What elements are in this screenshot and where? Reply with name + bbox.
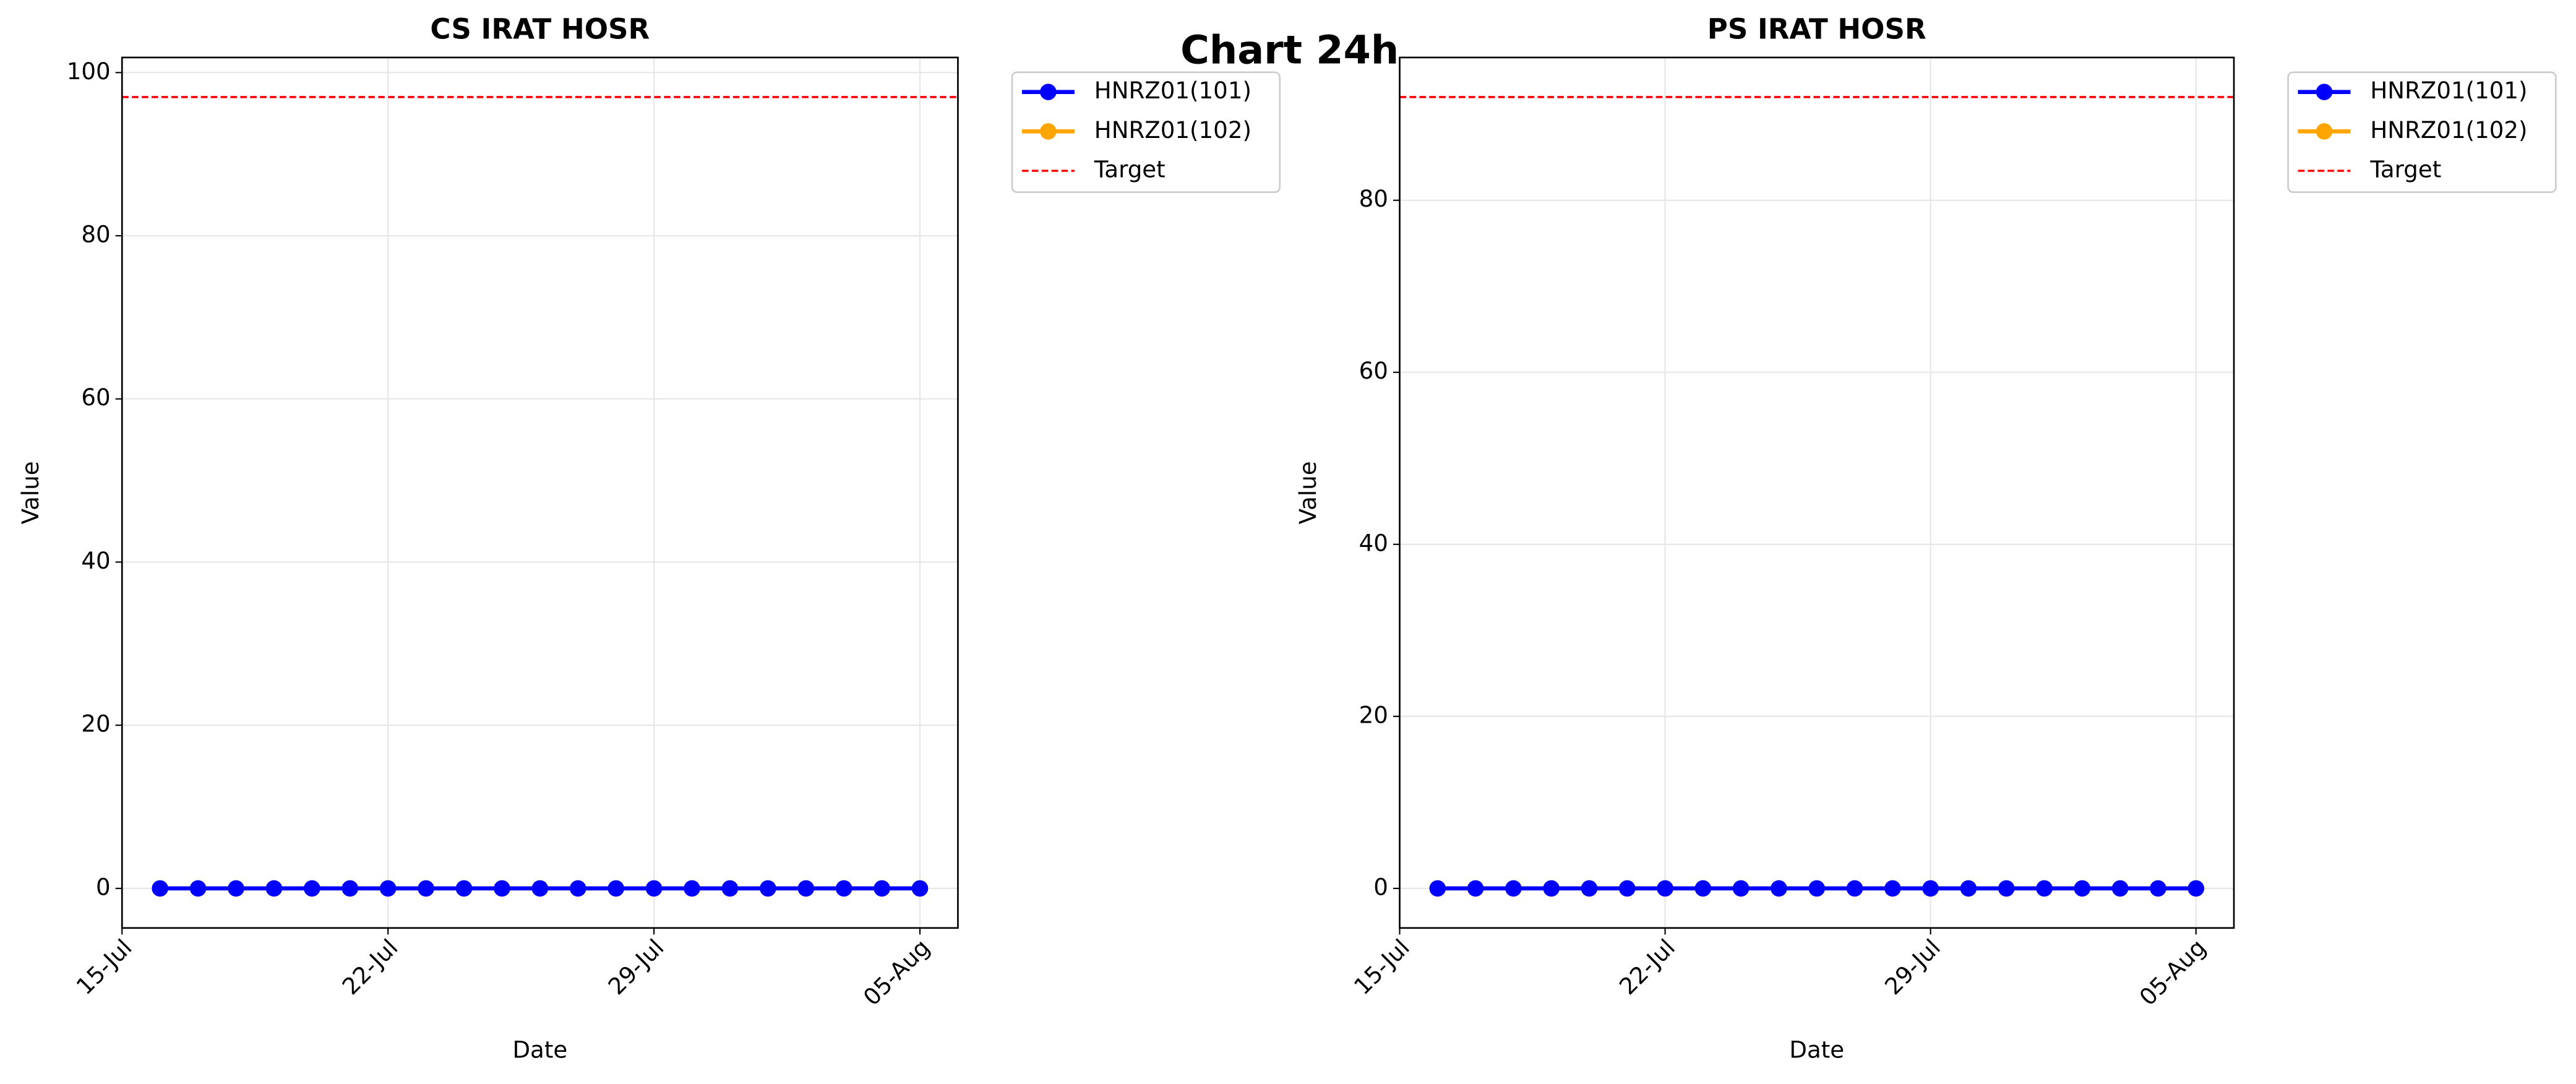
legend-marker xyxy=(1040,84,1057,100)
legend-label: HNRZ01(102) xyxy=(1094,117,1252,144)
series-marker xyxy=(1657,880,1673,897)
y-tick-label: 80 xyxy=(81,222,110,248)
legend-label: Target xyxy=(1094,157,1166,183)
legend-marker xyxy=(2316,123,2333,140)
series-marker xyxy=(531,880,549,897)
y-tick-label: 0 xyxy=(96,874,111,900)
x-axis-label: Date xyxy=(512,1036,567,1063)
y-tick-label: 20 xyxy=(81,711,110,738)
series-marker xyxy=(1808,880,1826,897)
series-marker xyxy=(874,880,890,897)
series-marker xyxy=(760,880,776,897)
y-tick-label: 100 xyxy=(67,58,111,85)
series-marker xyxy=(608,880,624,897)
series-marker xyxy=(304,880,320,897)
series-marker xyxy=(1846,880,1863,897)
series-marker xyxy=(1694,880,1712,897)
series-marker xyxy=(1543,880,1560,897)
x-axis-label: Date xyxy=(1789,1036,1844,1063)
series-marker xyxy=(1429,880,1446,897)
series-marker xyxy=(152,880,168,897)
series-marker xyxy=(1732,880,1750,897)
series-marker xyxy=(2036,880,2053,897)
legend-label: HNRZ01(101) xyxy=(2370,77,2527,104)
series-marker xyxy=(569,880,586,897)
series-marker xyxy=(1467,880,1484,897)
legend-marker xyxy=(1040,123,1057,140)
series-marker xyxy=(1922,880,1939,897)
series-marker xyxy=(418,880,434,897)
chart-title: PS IRAT HOSR xyxy=(1707,12,1926,45)
series-marker xyxy=(721,880,739,897)
legend-box xyxy=(2287,71,2557,193)
legend-box xyxy=(1011,71,1281,193)
series-marker xyxy=(797,880,815,897)
legend-marker xyxy=(2316,84,2333,100)
series-marker xyxy=(684,880,700,897)
legend-label: HNRZ01(101) xyxy=(1094,77,1252,104)
legend-label: Target xyxy=(2369,157,2441,183)
series-marker xyxy=(835,880,852,897)
series-marker xyxy=(189,880,207,897)
y-tick-label: 20 xyxy=(1359,702,1388,728)
chart-title: CS IRAT HOSR xyxy=(430,12,650,45)
series-marker xyxy=(1960,880,1977,897)
y-tick-label: 40 xyxy=(81,548,110,574)
y-tick-label: 60 xyxy=(81,384,110,411)
y-tick-label: 40 xyxy=(1359,530,1388,556)
y-axis-label: Value xyxy=(1295,461,1321,524)
legend-label: HNRZ01(102) xyxy=(2370,117,2527,144)
plot-frame xyxy=(121,56,959,929)
y-axis-label: Value xyxy=(17,461,44,524)
series-marker xyxy=(1884,880,1901,897)
series-marker xyxy=(341,880,359,897)
series-marker xyxy=(379,880,397,897)
series-marker xyxy=(228,880,244,897)
series-marker xyxy=(455,880,473,897)
y-tick-label: 60 xyxy=(1359,358,1388,384)
series-marker xyxy=(2111,880,2129,897)
y-tick-label: 0 xyxy=(1373,874,1388,900)
series-marker xyxy=(1505,880,1522,897)
series-marker xyxy=(494,880,510,897)
series-marker xyxy=(2074,880,2091,897)
series-marker xyxy=(1771,880,1787,897)
series-marker xyxy=(1581,880,1598,897)
series-marker xyxy=(2187,880,2204,897)
y-tick-label: 80 xyxy=(1359,186,1388,212)
series-marker xyxy=(645,880,663,897)
figure-title: Chart 24h xyxy=(1180,28,1399,74)
series-marker xyxy=(911,880,929,897)
series-marker xyxy=(265,880,283,897)
series-marker xyxy=(2150,880,2166,897)
series-marker xyxy=(1998,880,2015,897)
series-marker xyxy=(1619,880,1636,897)
plot-frame xyxy=(1399,56,2235,929)
